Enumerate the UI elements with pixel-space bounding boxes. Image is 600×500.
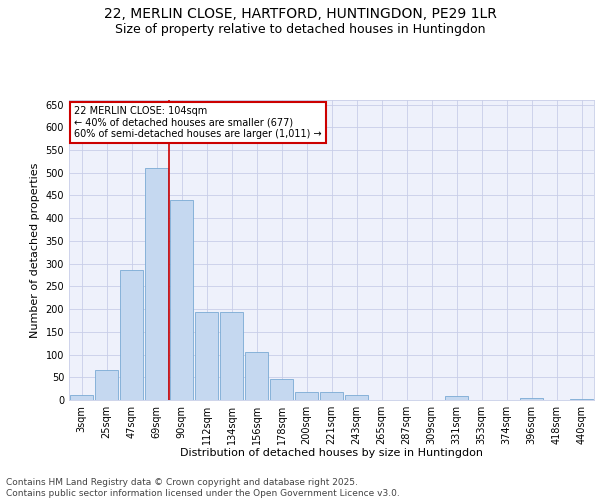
Text: 22, MERLIN CLOSE, HARTFORD, HUNTINGDON, PE29 1LR: 22, MERLIN CLOSE, HARTFORD, HUNTINGDON, … [104,8,496,22]
Y-axis label: Number of detached properties: Number of detached properties [30,162,40,338]
X-axis label: Distribution of detached houses by size in Huntingdon: Distribution of detached houses by size … [180,448,483,458]
Bar [195,312,218,400]
Text: 22 MERLIN CLOSE: 104sqm
← 40% of detached houses are smaller (677)
60% of semi-d: 22 MERLIN CLOSE: 104sqm ← 40% of detache… [74,106,322,139]
Bar [270,379,293,400]
Bar [70,396,93,400]
Bar [570,398,593,400]
Bar [120,270,143,400]
Bar [520,398,543,400]
Bar [145,168,168,400]
Bar [445,396,468,400]
Bar [220,312,243,400]
Text: Contains HM Land Registry data © Crown copyright and database right 2025.
Contai: Contains HM Land Registry data © Crown c… [6,478,400,498]
Text: Size of property relative to detached houses in Huntingdon: Size of property relative to detached ho… [115,22,485,36]
Bar [245,352,268,400]
Bar [95,370,118,400]
Bar [345,396,368,400]
Bar [170,200,193,400]
Bar [295,392,318,400]
Bar [320,392,343,400]
